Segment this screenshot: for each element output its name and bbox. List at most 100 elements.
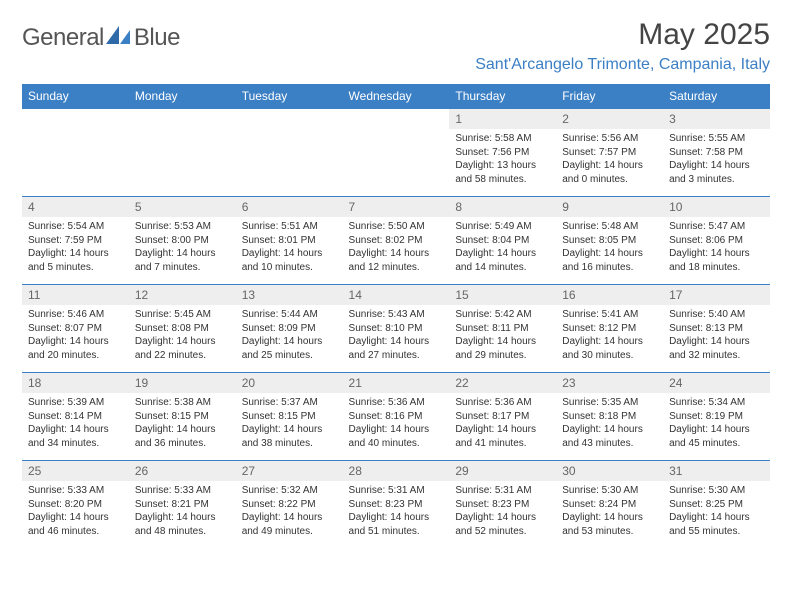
sunrise-text: Sunrise: 5:56 AM — [562, 132, 657, 146]
day-number: 24 — [663, 373, 770, 393]
calendar-cell: 29Sunrise: 5:31 AMSunset: 8:23 PMDayligh… — [449, 461, 556, 549]
daylight-text: Daylight: 13 hours and 58 minutes. — [455, 159, 550, 186]
calendar-header-row: Sunday Monday Tuesday Wednesday Thursday… — [22, 84, 770, 109]
day-data: Sunrise: 5:58 AMSunset: 7:56 PMDaylight:… — [449, 129, 556, 188]
day-data: Sunrise: 5:54 AMSunset: 7:59 PMDaylight:… — [22, 217, 129, 276]
sunset-text: Sunset: 8:13 PM — [669, 322, 764, 336]
col-sunday: Sunday — [22, 84, 129, 109]
sunrise-text: Sunrise: 5:33 AM — [28, 484, 123, 498]
calendar-table: Sunday Monday Tuesday Wednesday Thursday… — [22, 84, 770, 549]
sunrise-text: Sunrise: 5:41 AM — [562, 308, 657, 322]
day-number: 30 — [556, 461, 663, 481]
day-number: 28 — [343, 461, 450, 481]
sunrise-text: Sunrise: 5:51 AM — [242, 220, 337, 234]
day-data: Sunrise: 5:35 AMSunset: 8:18 PMDaylight:… — [556, 393, 663, 452]
sunrise-text: Sunrise: 5:38 AM — [135, 396, 230, 410]
daylight-text: Daylight: 14 hours and 27 minutes. — [349, 335, 444, 362]
day-number: 1 — [449, 109, 556, 129]
day-number: 21 — [343, 373, 450, 393]
calendar-cell: 9Sunrise: 5:48 AMSunset: 8:05 PMDaylight… — [556, 197, 663, 285]
sunset-text: Sunset: 8:18 PM — [562, 410, 657, 424]
sunset-text: Sunset: 8:21 PM — [135, 498, 230, 512]
calendar-row: 11Sunrise: 5:46 AMSunset: 8:07 PMDayligh… — [22, 285, 770, 373]
daylight-text: Daylight: 14 hours and 12 minutes. — [349, 247, 444, 274]
day-number: 25 — [22, 461, 129, 481]
calendar-cell: 18Sunrise: 5:39 AMSunset: 8:14 PMDayligh… — [22, 373, 129, 461]
calendar-cell: 8Sunrise: 5:49 AMSunset: 8:04 PMDaylight… — [449, 197, 556, 285]
brand-text-2: Blue — [134, 24, 180, 52]
daylight-text: Daylight: 14 hours and 20 minutes. — [28, 335, 123, 362]
calendar-body: 1Sunrise: 5:58 AMSunset: 7:56 PMDaylight… — [22, 109, 770, 549]
sunrise-text: Sunrise: 5:55 AM — [669, 132, 764, 146]
calendar-cell: 7Sunrise: 5:50 AMSunset: 8:02 PMDaylight… — [343, 197, 450, 285]
calendar-row: 18Sunrise: 5:39 AMSunset: 8:14 PMDayligh… — [22, 373, 770, 461]
day-data: Sunrise: 5:47 AMSunset: 8:06 PMDaylight:… — [663, 217, 770, 276]
sunrise-text: Sunrise: 5:50 AM — [349, 220, 444, 234]
daylight-text: Daylight: 14 hours and 34 minutes. — [28, 423, 123, 450]
day-data: Sunrise: 5:31 AMSunset: 8:23 PMDaylight:… — [343, 481, 450, 540]
day-number: 17 — [663, 285, 770, 305]
sunset-text: Sunset: 7:59 PM — [28, 234, 123, 248]
sunset-text: Sunset: 8:11 PM — [455, 322, 550, 336]
day-number: 2 — [556, 109, 663, 129]
day-data: Sunrise: 5:36 AMSunset: 8:17 PMDaylight:… — [449, 393, 556, 452]
day-number: 22 — [449, 373, 556, 393]
daylight-text: Daylight: 14 hours and 55 minutes. — [669, 511, 764, 538]
day-data: Sunrise: 5:45 AMSunset: 8:08 PMDaylight:… — [129, 305, 236, 364]
day-number: 19 — [129, 373, 236, 393]
sunset-text: Sunset: 8:07 PM — [28, 322, 123, 336]
calendar-cell: 31Sunrise: 5:30 AMSunset: 8:25 PMDayligh… — [663, 461, 770, 549]
day-data: Sunrise: 5:48 AMSunset: 8:05 PMDaylight:… — [556, 217, 663, 276]
col-friday: Friday — [556, 84, 663, 109]
location-subtitle: Sant'Arcangelo Trimonte, Campania, Italy — [475, 56, 770, 74]
sunset-text: Sunset: 8:23 PM — [349, 498, 444, 512]
daylight-text: Daylight: 14 hours and 14 minutes. — [455, 247, 550, 274]
day-data: Sunrise: 5:33 AMSunset: 8:20 PMDaylight:… — [22, 481, 129, 540]
sunset-text: Sunset: 8:00 PM — [135, 234, 230, 248]
daylight-text: Daylight: 14 hours and 41 minutes. — [455, 423, 550, 450]
day-data: Sunrise: 5:30 AMSunset: 8:24 PMDaylight:… — [556, 481, 663, 540]
calendar-cell — [343, 109, 450, 197]
sunset-text: Sunset: 8:04 PM — [455, 234, 550, 248]
calendar-cell: 20Sunrise: 5:37 AMSunset: 8:15 PMDayligh… — [236, 373, 343, 461]
daylight-text: Daylight: 14 hours and 30 minutes. — [562, 335, 657, 362]
daylight-text: Daylight: 14 hours and 25 minutes. — [242, 335, 337, 362]
calendar-cell: 21Sunrise: 5:36 AMSunset: 8:16 PMDayligh… — [343, 373, 450, 461]
sunrise-text: Sunrise: 5:34 AM — [669, 396, 764, 410]
daylight-text: Daylight: 14 hours and 52 minutes. — [455, 511, 550, 538]
col-saturday: Saturday — [663, 84, 770, 109]
sunset-text: Sunset: 7:56 PM — [455, 146, 550, 160]
sunrise-text: Sunrise: 5:31 AM — [349, 484, 444, 498]
day-data: Sunrise: 5:49 AMSunset: 8:04 PMDaylight:… — [449, 217, 556, 276]
day-data: Sunrise: 5:42 AMSunset: 8:11 PMDaylight:… — [449, 305, 556, 364]
day-data: Sunrise: 5:34 AMSunset: 8:19 PMDaylight:… — [663, 393, 770, 452]
sunrise-text: Sunrise: 5:46 AM — [28, 308, 123, 322]
sunrise-text: Sunrise: 5:39 AM — [28, 396, 123, 410]
calendar-cell: 14Sunrise: 5:43 AMSunset: 8:10 PMDayligh… — [343, 285, 450, 373]
header: General Blue May 2025 Sant'Arcangelo Tri… — [22, 18, 770, 80]
day-data: Sunrise: 5:31 AMSunset: 8:23 PMDaylight:… — [449, 481, 556, 540]
sunrise-text: Sunrise: 5:33 AM — [135, 484, 230, 498]
day-data: Sunrise: 5:44 AMSunset: 8:09 PMDaylight:… — [236, 305, 343, 364]
daylight-text: Daylight: 14 hours and 10 minutes. — [242, 247, 337, 274]
sunset-text: Sunset: 8:02 PM — [349, 234, 444, 248]
day-data: Sunrise: 5:30 AMSunset: 8:25 PMDaylight:… — [663, 481, 770, 540]
day-number: 15 — [449, 285, 556, 305]
calendar-cell: 22Sunrise: 5:36 AMSunset: 8:17 PMDayligh… — [449, 373, 556, 461]
sunrise-text: Sunrise: 5:40 AM — [669, 308, 764, 322]
calendar-cell: 12Sunrise: 5:45 AMSunset: 8:08 PMDayligh… — [129, 285, 236, 373]
day-number: 20 — [236, 373, 343, 393]
day-number: 5 — [129, 197, 236, 217]
calendar-cell: 13Sunrise: 5:44 AMSunset: 8:09 PMDayligh… — [236, 285, 343, 373]
day-data: Sunrise: 5:56 AMSunset: 7:57 PMDaylight:… — [556, 129, 663, 188]
sunrise-text: Sunrise: 5:31 AM — [455, 484, 550, 498]
sunset-text: Sunset: 8:08 PM — [135, 322, 230, 336]
day-number: 18 — [22, 373, 129, 393]
day-number: 10 — [663, 197, 770, 217]
day-number: 26 — [129, 461, 236, 481]
calendar-cell: 23Sunrise: 5:35 AMSunset: 8:18 PMDayligh… — [556, 373, 663, 461]
calendar-cell: 30Sunrise: 5:30 AMSunset: 8:24 PMDayligh… — [556, 461, 663, 549]
day-number: 27 — [236, 461, 343, 481]
day-data: Sunrise: 5:38 AMSunset: 8:15 PMDaylight:… — [129, 393, 236, 452]
day-number: 4 — [22, 197, 129, 217]
